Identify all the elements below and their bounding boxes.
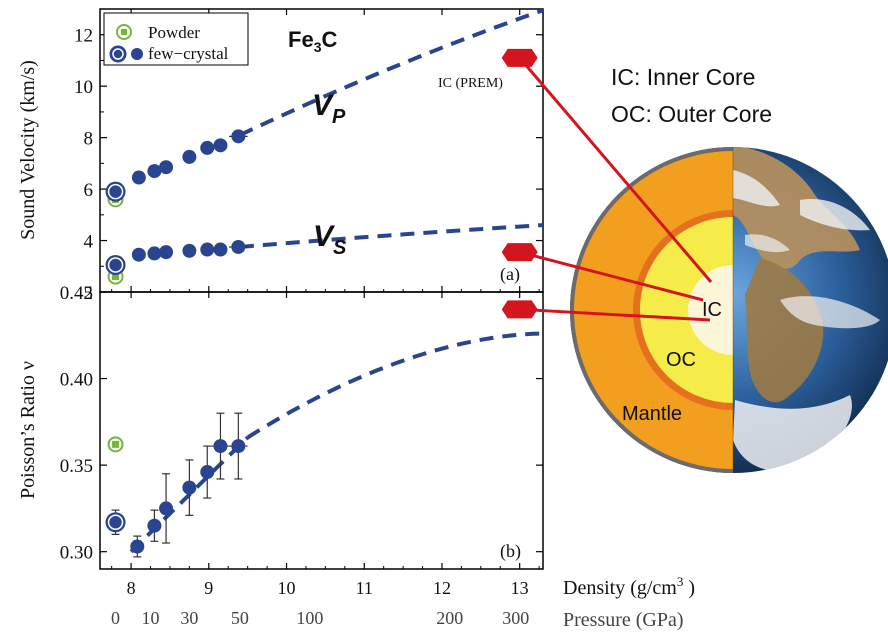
legend-powder-marker [116, 24, 132, 40]
pressure-tick-label: 50 [231, 608, 249, 628]
ic-prem-marker [501, 243, 538, 262]
few-crystal-point [182, 480, 197, 495]
panel-b-ylabel: Poisson’s Ratio ν [17, 361, 39, 499]
x-tick-label: 10 [278, 578, 296, 598]
few-crystal-point [200, 465, 215, 480]
density-axis-title: Density (g/cm3 ) [563, 574, 695, 599]
chart-title: Fe3C [288, 27, 337, 55]
panel-b-marks [105, 331, 543, 558]
pressure-tick-label: 100 [296, 608, 323, 628]
pressure-axis-title: Pressure (GPa) [563, 609, 684, 631]
few-crystal-point [107, 257, 124, 273]
y-tick-label-a: 6 [84, 180, 94, 201]
pressure-tick-label: 0 [111, 608, 120, 628]
few-crystal-point [130, 539, 145, 554]
few-crystal-point [147, 246, 162, 261]
x-tick-label: 12 [433, 578, 451, 598]
inner-core-label: IC [702, 299, 722, 321]
few-crystal-point [200, 242, 215, 257]
axes: 8 9 10 11 12 13 0 10 30 50 100 200 300 2 4 6 8 10 12 0.30 0.… [60, 8, 543, 628]
few-crystal-point [107, 183, 124, 200]
x-tick-label: 9 [204, 578, 213, 598]
ic-prem-marker [501, 48, 538, 67]
panel-a-marks [105, 9, 543, 285]
few-crystal-point [159, 501, 174, 516]
fit-line-v-s [239, 223, 543, 249]
y-tick-label-a: 4 [84, 232, 94, 253]
few-crystal-point [213, 138, 228, 153]
ic-prem-label: IC (PREM) [438, 76, 503, 91]
pressure-tick-label: 30 [180, 608, 198, 628]
vs-label: VS [313, 220, 347, 259]
few-crystal-point [131, 247, 146, 262]
y-tick-label-b: 0.35 [60, 456, 93, 477]
y-tick-label-a: 2 [84, 283, 94, 304]
outer-core-layer [640, 217, 733, 403]
pressure-tick-label: 300 [502, 608, 529, 628]
x-tick-label: 11 [356, 578, 373, 598]
y-tick-label-a: 12 [74, 26, 93, 47]
few-crystal-point [147, 518, 162, 533]
fit-line-poisson [246, 331, 543, 440]
few-crystal-point [182, 149, 197, 164]
vp-label: VP [312, 89, 346, 128]
few-crystal-point [231, 129, 246, 144]
key-inner-core: IC: Inner Core [611, 64, 755, 90]
mantle-label: Mantle [622, 403, 682, 425]
ic-prem-marker-poisson [501, 300, 538, 319]
few-crystal-point [213, 242, 228, 257]
y-tick-label-b: 0.40 [60, 370, 93, 391]
few-crystal-point [159, 160, 174, 175]
few-crystal-point [107, 514, 124, 531]
legend-powder-label: Powder [148, 23, 200, 42]
legend-box [103, 12, 249, 66]
legend-few-crystal-label: few−crystal [148, 44, 229, 63]
few-crystal-point [213, 439, 228, 454]
earth-cutaway [570, 147, 733, 473]
powder-point-square [112, 440, 120, 448]
legend-powder-square [121, 29, 127, 35]
y-tick-label-a: 8 [84, 129, 94, 150]
fit-line-v-p [239, 9, 543, 137]
y-tick-label-b: 0.45 [60, 283, 93, 304]
reference-connector [519, 250, 704, 302]
few-crystal-point [231, 439, 246, 454]
legend: Powder few−crystal [103, 12, 249, 66]
few-crystal-point [131, 170, 146, 185]
outer-core-label: OC [666, 349, 696, 371]
powder-point-square [112, 273, 120, 281]
reference-connector [519, 307, 711, 322]
few-crystal-point [200, 140, 215, 155]
reference-markers [501, 48, 713, 322]
panel-a-ylabel: Sound Velocity (km/s) [17, 60, 39, 240]
panel-a-label: (a) [500, 264, 520, 285]
panel-b-frame [99, 291, 544, 570]
legend-few-crystal-marker [131, 48, 143, 60]
few-crystal-point [182, 243, 197, 258]
x-tick-label: 8 [127, 578, 136, 598]
x-tick-label: 13 [511, 578, 529, 598]
few-crystal-point [147, 164, 162, 179]
reference-connector [518, 56, 713, 283]
y-tick-label-a: 10 [74, 77, 93, 98]
pressure-tick-label: 200 [436, 608, 463, 628]
inner-core-layer [688, 265, 733, 355]
panel-b-label: (b) [500, 541, 521, 562]
earth-land-clouds [733, 147, 880, 471]
pressure-tick-label: 10 [142, 608, 160, 628]
few-crystal-point [231, 239, 246, 254]
key-outer-core: OC: Outer Core [611, 101, 772, 127]
few-crystal-point [159, 245, 174, 260]
earth-illustration: IC: Inner Core OC: Outer Core IC OC Mant… [570, 64, 888, 473]
y-tick-label-b: 0.30 [60, 543, 93, 564]
